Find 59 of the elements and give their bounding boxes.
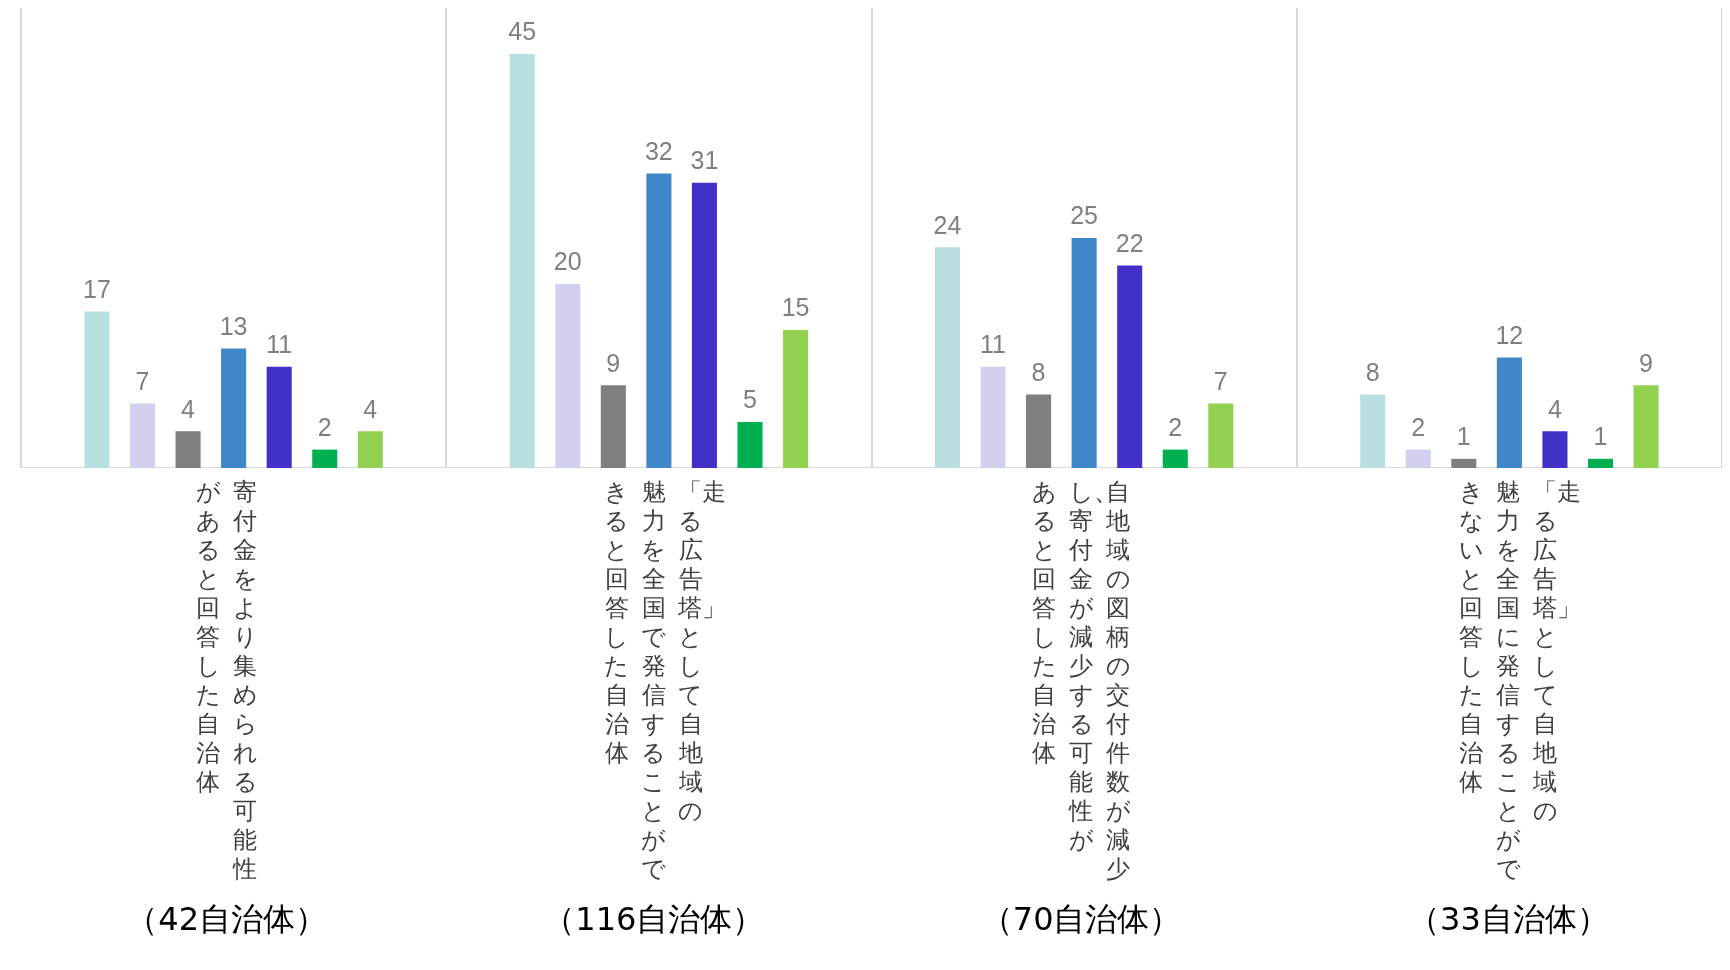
bar: [1587, 458, 1614, 468]
bar: [555, 284, 581, 468]
category-label: 寄付金をより集められる可能性があると回答した自治体（42自治体）: [126, 478, 327, 938]
bar: [737, 422, 763, 468]
category-label: 「走る広告塔」として自地域の魅力を全国に発信することができないと回答した自治体（33自治体）: [1408, 478, 1609, 938]
data-label: 4: [181, 394, 196, 423]
data-label: 20: [553, 247, 582, 276]
bar: [1208, 403, 1234, 468]
bar: [129, 403, 156, 468]
bar: [312, 449, 338, 468]
data-label: 22: [1115, 228, 1144, 257]
data-label: 32: [644, 136, 673, 165]
bar: [1405, 449, 1431, 468]
data-label: 25: [1070, 201, 1099, 230]
bar: [221, 348, 247, 468]
bar: [1542, 431, 1568, 468]
bar: [84, 311, 110, 468]
bar: [509, 54, 535, 468]
bar: [1162, 449, 1188, 468]
data-label: 31: [690, 146, 719, 175]
bar: [1026, 394, 1052, 468]
data-label: 17: [83, 274, 111, 303]
data-label: 4: [1547, 394, 1562, 423]
bar: [175, 431, 201, 468]
bar: [266, 366, 292, 468]
data-label: 11: [980, 330, 1006, 359]
bar: [1117, 265, 1143, 468]
data-label: 4: [363, 394, 378, 423]
bar: [1633, 385, 1659, 468]
data-label: 7: [1213, 366, 1228, 395]
data-label: 8: [1031, 357, 1046, 386]
bar: [646, 173, 672, 468]
bar: [600, 385, 626, 468]
data-label: 9: [606, 348, 621, 377]
data-label: 7: [135, 366, 150, 395]
data-label: 2: [1411, 412, 1426, 441]
data-label: 5: [743, 385, 757, 414]
bar: [934, 247, 960, 468]
data-label: 2: [1168, 412, 1183, 441]
bar: [1451, 458, 1477, 468]
bar: [1496, 357, 1522, 468]
data-label: 8: [1365, 357, 1380, 386]
bar: [783, 330, 809, 468]
bar: [980, 366, 1006, 468]
data-label: 1: [1593, 422, 1608, 451]
data-label: 11: [266, 330, 293, 359]
data-label: 12: [1495, 320, 1524, 349]
data-label: 13: [219, 311, 248, 340]
data-label: 24: [933, 210, 962, 239]
data-label: 15: [781, 293, 810, 322]
bar: [1360, 394, 1386, 468]
data-label: 9: [1639, 348, 1654, 377]
bar: [357, 431, 383, 468]
bar: [691, 182, 717, 468]
bar: [1071, 238, 1097, 468]
data-label: 2: [317, 412, 332, 441]
data-label: 45: [508, 17, 537, 46]
data-label: 1: [1456, 422, 1471, 451]
category-label: 「走る広告塔」として自地域の魅力を全国で発信することができると回答した自治体（116自治体）: [543, 478, 765, 938]
